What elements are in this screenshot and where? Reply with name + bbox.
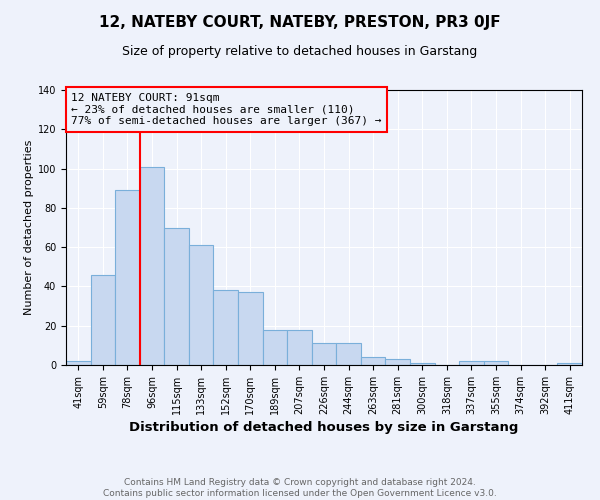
Text: Size of property relative to detached houses in Garstang: Size of property relative to detached ho…	[122, 45, 478, 58]
Bar	[557, 363, 582, 365]
Bar	[91, 274, 115, 365]
Bar	[238, 292, 263, 365]
Bar	[263, 330, 287, 365]
Bar	[214, 290, 238, 365]
Bar	[140, 166, 164, 365]
Bar	[189, 245, 214, 365]
Text: Contains HM Land Registry data © Crown copyright and database right 2024.
Contai: Contains HM Land Registry data © Crown c…	[103, 478, 497, 498]
Bar	[336, 344, 361, 365]
Bar	[66, 361, 91, 365]
Bar	[115, 190, 140, 365]
Y-axis label: Number of detached properties: Number of detached properties	[23, 140, 34, 315]
Bar	[312, 344, 336, 365]
Bar	[459, 361, 484, 365]
Bar	[385, 359, 410, 365]
Bar	[287, 330, 312, 365]
Bar	[484, 361, 508, 365]
Bar	[164, 228, 189, 365]
Bar	[361, 357, 385, 365]
Text: 12 NATEBY COURT: 91sqm
← 23% of detached houses are smaller (110)
77% of semi-de: 12 NATEBY COURT: 91sqm ← 23% of detached…	[71, 93, 382, 126]
Bar	[410, 363, 434, 365]
X-axis label: Distribution of detached houses by size in Garstang: Distribution of detached houses by size …	[130, 421, 518, 434]
Text: 12, NATEBY COURT, NATEBY, PRESTON, PR3 0JF: 12, NATEBY COURT, NATEBY, PRESTON, PR3 0…	[99, 15, 501, 30]
